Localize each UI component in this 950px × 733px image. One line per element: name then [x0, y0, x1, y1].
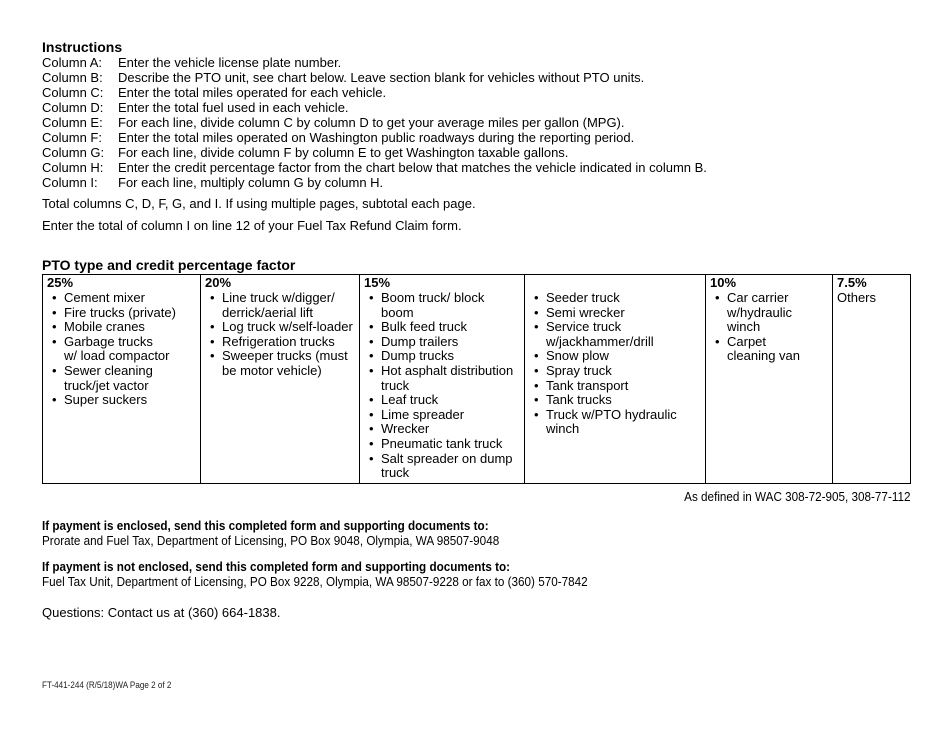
- pto-item: Garbage trucks w/ load compactor: [47, 334, 196, 364]
- instruction-row-c: Column C: Enter the total miles operated…: [42, 85, 912, 100]
- page-content: Instructions Column A: Enter the vehicle…: [0, 0, 950, 620]
- pto-item: Carpet cleaning van: [710, 334, 828, 364]
- instruction-label: Column B:: [42, 70, 103, 85]
- pto-item: Car carrier w/hydraulic winch: [710, 290, 828, 335]
- pto-item: Sweeper trucks (must be motor vehicle): [205, 349, 355, 378]
- pto-item: Hot asphalt distribution truck: [364, 363, 520, 393]
- instruction-text: For each line, multiply column G by colu…: [118, 175, 384, 190]
- instructions-title: Instructions: [42, 39, 123, 55]
- pto-item: Semi wrecker: [529, 305, 701, 321]
- pto-table-title: PTO type and credit percentage factor: [42, 257, 296, 273]
- pto-item: Tank trucks: [529, 393, 701, 408]
- instruction-label: Column I:: [42, 175, 98, 190]
- instruction-row-f: Column F: Enter the total miles operated…: [42, 130, 912, 145]
- pto-item: Boom truck/ block boom: [364, 290, 520, 320]
- instruction-label: Column E:: [42, 115, 103, 130]
- pto-column-header: 20%: [205, 275, 232, 290]
- instructions-section: Instructions Column A: Enter the vehicle…: [42, 39, 912, 234]
- pto-column-20: 20% Line truck w/digger/ derrick/aerial …: [200, 274, 360, 484]
- instruction-row-b: Column B: Describe the PTO unit, see cha…: [42, 70, 912, 85]
- instruction-text: Enter the credit percentage factor from …: [118, 160, 707, 175]
- pto-item: Sewer cleaning truck/jet vactor: [47, 363, 196, 393]
- pto-item: Snow plow: [529, 349, 701, 364]
- pto-column-15: 15% Boom truck/ block boom Bulk feed tru…: [359, 274, 525, 484]
- pto-column-header: 7.5%: [837, 275, 867, 290]
- instruction-label: Column A:: [42, 55, 102, 70]
- payment-enclosed-heading: If payment is enclosed, send this comple…: [42, 517, 489, 533]
- instruction-text: Enter the total miles operated for each …: [118, 85, 387, 100]
- instruction-text: For each line, divide column F by column…: [118, 145, 569, 160]
- total-columns-note: Total columns C, D, F, G, and I. If usin…: [42, 196, 476, 211]
- pto-column-header: 10%: [710, 275, 737, 290]
- instruction-text: Describe the PTO unit, see chart below. …: [118, 70, 645, 85]
- payment-not-enclosed-heading: If payment is not enclosed, send this co…: [42, 558, 511, 574]
- instruction-row-h: Column H: Enter the credit percentage fa…: [42, 160, 912, 175]
- pto-column-7-5: 7.5% Others: [832, 274, 911, 484]
- pto-column-header: 15%: [364, 275, 391, 290]
- questions-contact-note: Questions: Contact us at (360) 664-1838.: [42, 604, 281, 620]
- instruction-label: Column F:: [42, 130, 102, 145]
- pto-item: Seeder truck: [529, 290, 701, 306]
- instruction-row-i: Column I: For each line, multiply column…: [42, 175, 912, 190]
- instruction-row-d: Column D: Enter the total fuel used in e…: [42, 100, 912, 115]
- pto-item: Dump trailers: [364, 334, 520, 350]
- pto-column-25: 25% Cement mixer Fire trucks (private) M…: [42, 274, 201, 484]
- pto-item: Leaf truck: [364, 393, 520, 408]
- pto-item: Dump trucks: [364, 349, 520, 364]
- instruction-label: Column H:: [42, 160, 104, 175]
- pto-item: Fire trucks (private): [47, 305, 196, 321]
- instruction-row-g: Column G: For each line, divide column F…: [42, 145, 912, 160]
- pto-column-header: 25%: [47, 275, 74, 290]
- pto-item: Tank transport: [529, 378, 701, 394]
- pto-item: Bulk feed truck: [364, 320, 520, 335]
- pto-others-label: Others: [837, 290, 877, 305]
- pto-item: Log truck w/self-loader: [205, 320, 355, 335]
- pto-item: Spray truck: [529, 363, 701, 379]
- instruction-label: Column D:: [42, 100, 104, 115]
- instruction-label: Column C:: [42, 85, 104, 100]
- pto-item: Cement mixer: [47, 290, 196, 306]
- pto-item: Pneumatic tank truck: [364, 436, 520, 452]
- instruction-row-e: Column E: For each line, divide column C…: [42, 115, 912, 130]
- pto-item: Salt spreader on dump truck: [364, 451, 520, 481]
- instruction-label: Column G:: [42, 145, 105, 160]
- payment-not-enclosed-address: Fuel Tax Unit, Department of Licensing, …: [42, 573, 588, 589]
- form-number-footer: FT-441-244 (R/5/18)WA Page 2 of 2: [42, 680, 172, 690]
- pto-item: Service truck w/jackhammer/drill: [529, 319, 701, 349]
- pto-item: Mobile cranes: [47, 320, 196, 335]
- pto-item: Super suckers: [47, 393, 196, 408]
- wac-reference-note: As defined in WAC 308-72-905, 308-77-112: [683, 488, 910, 504]
- instruction-text: Enter the vehicle license plate number.: [118, 55, 342, 70]
- instruction-text: For each line, divide column C by column…: [118, 115, 625, 130]
- instruction-text: Enter the total fuel used in each vehicl…: [118, 100, 349, 115]
- pto-item: Wrecker: [364, 422, 520, 437]
- enter-total-note: Enter the total of column I on line 12 o…: [42, 218, 462, 233]
- pto-item: Truck w/PTO hydraulic winch: [529, 407, 701, 437]
- instruction-text: Enter the total miles operated on Washin…: [118, 130, 635, 145]
- instruction-row-a: Column A: Enter the vehicle license plat…: [42, 55, 912, 70]
- pto-credit-table: 25% Cement mixer Fire trucks (private) M…: [42, 274, 911, 484]
- pto-item: Line truck w/digger/ derrick/aerial lift: [205, 290, 355, 320]
- pto-item: Refrigeration trucks: [205, 334, 355, 350]
- table-row: 25% Cement mixer Fire trucks (private) M…: [42, 274, 911, 484]
- payment-enclosed-address: Prorate and Fuel Tax, Department of Lice…: [42, 532, 500, 548]
- pto-column-header: [529, 276, 701, 291]
- pto-item: Lime spreader: [364, 407, 520, 423]
- pto-column-15-continued: Seeder truck Semi wrecker Service truck …: [524, 274, 706, 484]
- pto-column-10: 10% Car carrier w/hydraulic winch Carpet…: [705, 274, 833, 484]
